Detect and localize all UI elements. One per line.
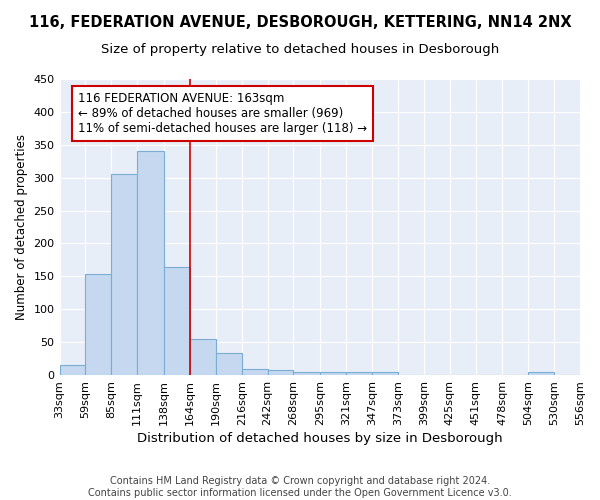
Text: Contains HM Land Registry data © Crown copyright and database right 2024.
Contai: Contains HM Land Registry data © Crown c… (88, 476, 512, 498)
Bar (85, 274, 111, 375)
Y-axis label: Number of detached properties: Number of detached properties (15, 134, 28, 320)
Bar (320, 372, 346, 375)
Text: 116 FEDERATION AVENUE: 163sqm
← 89% of detached houses are smaller (969)
11% of : 116 FEDERATION AVENUE: 163sqm ← 89% of d… (78, 92, 367, 136)
Bar (242, 369, 268, 375)
Bar (190, 339, 216, 375)
Bar (111, 174, 137, 375)
Bar (293, 372, 320, 375)
Text: 116, FEDERATION AVENUE, DESBOROUGH, KETTERING, NN14 2NX: 116, FEDERATION AVENUE, DESBOROUGH, KETT… (29, 15, 571, 30)
Text: Size of property relative to detached houses in Desborough: Size of property relative to detached ho… (101, 42, 499, 56)
Bar (216, 354, 242, 375)
X-axis label: Distribution of detached houses by size in Desborough: Distribution of detached houses by size … (137, 432, 503, 445)
Bar (268, 370, 293, 375)
Bar (137, 152, 164, 375)
Bar (528, 372, 554, 375)
Bar (164, 266, 190, 375)
Bar (346, 372, 372, 375)
Bar (59, 365, 85, 375)
Bar (372, 372, 398, 375)
